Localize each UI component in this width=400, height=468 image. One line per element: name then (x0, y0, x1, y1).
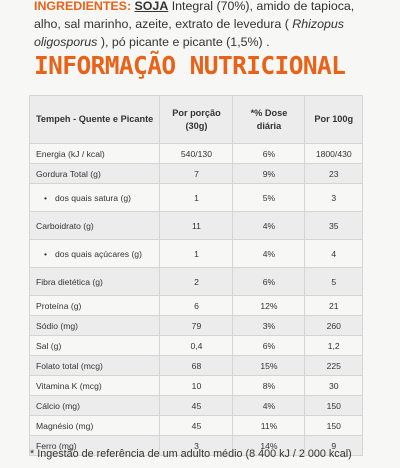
table-row: Sódio (mg) 79 3% 260 (28, 315, 363, 336)
row-100g: 23 (304, 163, 363, 184)
row-label: Folato total (mcg) (28, 355, 161, 376)
row-daily: 14% (232, 435, 306, 456)
row-100g: 5 (304, 267, 363, 296)
table-row: dos quais satura (g) 1 5% 3 (28, 183, 363, 212)
ingredients-part1: Integral (70%), amido de tapioca, alho, … (34, 0, 355, 31)
table-row: Sal (g) 0,4 6% 1,2 (28, 335, 363, 356)
row-label: Carboidrato (g) (28, 211, 161, 240)
row-daily: 6% (232, 335, 306, 356)
row-daily: 4% (232, 239, 306, 268)
row-daily: 12% (232, 295, 306, 316)
row-daily: 6% (232, 267, 306, 296)
nutrition-title: INFORMAÇÃO NUTRICIONAL (34, 51, 346, 80)
table-row: Folato total (mcg) 68 15% 225 (28, 355, 363, 376)
row-portion: 11 (159, 211, 234, 240)
header-per-100g: Por 100g (304, 95, 363, 144)
row-label: Magnésio (mg) (28, 415, 161, 436)
row-100g: 260 (304, 315, 363, 336)
row-portion: 10 (159, 375, 234, 396)
row-daily: 8% (232, 375, 306, 396)
row-100g: 30 (304, 375, 363, 396)
row-100g: 225 (304, 355, 363, 376)
table-header-row: Tempeh - Quente e Picante Por porção (30… (28, 95, 363, 144)
table-row: Fibra dietética (g) 2 6% 5 (28, 267, 363, 296)
ingredients-text: INGREDIENTES: SOJA Integral (70%), amido… (34, 0, 382, 51)
row-portion: 6 (159, 295, 234, 316)
row-label: Sal (g) (28, 335, 161, 356)
row-label: Energia (kJ / kcal) (28, 143, 161, 164)
row-label: Fibra dietética (g) (28, 267, 161, 296)
table-row: Cálcio (mg) 45 4% 150 (28, 395, 363, 416)
row-daily: 6% (232, 143, 306, 164)
row-daily: 4% (232, 211, 306, 240)
row-portion: 68 (159, 355, 234, 376)
row-label: Cálcio (mg) (28, 395, 161, 416)
ingredients-label: INGREDIENTES: (34, 0, 132, 13)
row-100g: 9 (304, 435, 363, 456)
ingredients-part2: ), pó picante e picante (1,5%) . (97, 35, 270, 49)
row-portion: 45 (159, 415, 234, 436)
table-row: Vitamina K (mcg) 10 8% 30 (28, 375, 363, 396)
row-label: Sódio (mg) (28, 315, 161, 336)
table-row: Carboidrato (g) 11 4% 35 (28, 211, 363, 240)
table-row: Gordura Total (g) 7 9% 23 (28, 163, 363, 184)
row-portion: 7 (159, 163, 234, 184)
table-row: dos quais açúcares (g) 1 4% 4 (28, 239, 363, 268)
row-portion: 79 (159, 315, 234, 336)
row-portion: 1 (159, 183, 234, 212)
row-daily: 3% (232, 315, 306, 336)
header-per-portion: Por porção (30g) (159, 95, 234, 144)
nutrition-table: Tempeh - Quente e Picante Por porção (30… (28, 95, 363, 456)
row-label: Ferro (mg) (28, 435, 161, 456)
header-product: Tempeh - Quente e Picante (28, 95, 161, 144)
row-daily: 9% (232, 163, 306, 184)
ingredient-soja: SOJA (134, 0, 169, 13)
row-portion: 1 (159, 239, 234, 268)
table-row: Magnésio (mg) 45 11% 150 (28, 415, 363, 436)
table-row: Ferro (mg) 3 14% 9 (28, 435, 363, 456)
row-portion: 0,4 (159, 335, 234, 356)
row-daily: 11% (232, 415, 306, 436)
row-label: Gordura Total (g) (28, 163, 161, 184)
footnote: * Ingestão de referência de um adulto mé… (30, 448, 352, 460)
row-label: Proteína (g) (28, 295, 161, 316)
row-100g: 1,2 (304, 335, 363, 356)
ingredients-italic: Rhizopus oligosporus (34, 17, 344, 49)
row-label: dos quais satura (g) (28, 183, 161, 212)
row-daily: 5% (232, 183, 306, 212)
row-100g: 35 (304, 211, 363, 240)
row-100g: 3 (304, 183, 363, 212)
row-daily: 4% (232, 395, 306, 416)
table-row: Energia (kJ / kcal) 540/130 6% 1800/430 (28, 143, 363, 164)
row-100g: 21 (304, 295, 363, 316)
table-row: Proteína (g) 6 12% 21 (28, 295, 363, 316)
row-label: Vitamina K (mcg) (28, 375, 161, 396)
row-portion: 45 (159, 395, 234, 416)
row-portion: 540/130 (159, 143, 234, 164)
row-100g: 150 (304, 415, 363, 436)
row-label: dos quais açúcares (g) (28, 239, 161, 268)
row-100g: 4 (304, 239, 363, 268)
header-daily-dose: *% Dose diária (232, 95, 306, 144)
row-portion: 2 (159, 267, 234, 296)
row-100g: 1800/430 (304, 143, 363, 164)
row-100g: 150 (304, 395, 363, 416)
row-daily: 15% (232, 355, 306, 376)
